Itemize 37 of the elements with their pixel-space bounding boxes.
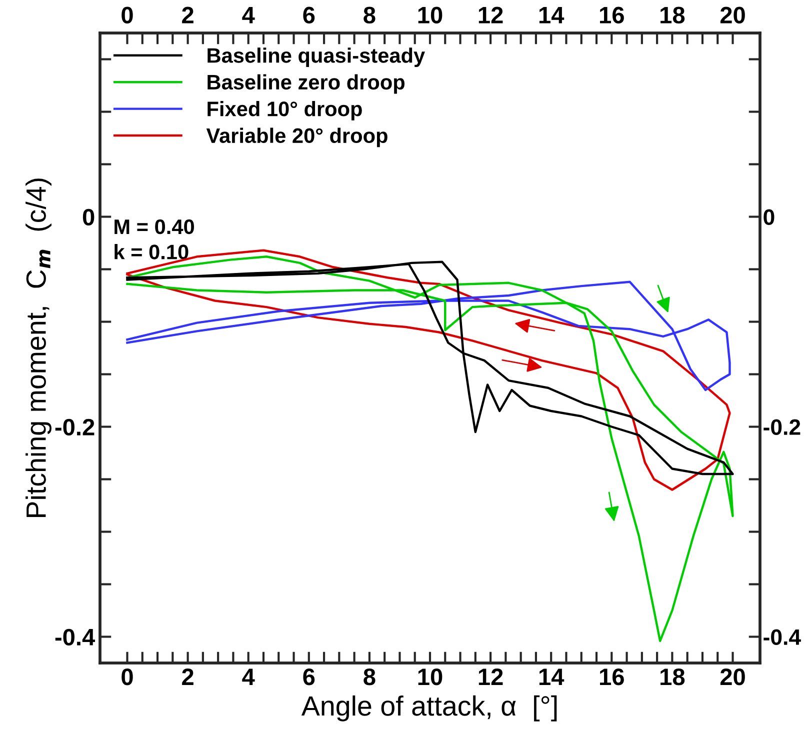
x-tick-label: 10	[418, 668, 442, 686]
y-axis-title: Pitching moment, C$_{m}$ (c/4)	[26, 178, 52, 517]
x-tick-label: 4	[242, 668, 255, 685]
annotation: M = 0.40	[114, 219, 194, 234]
x2-tick-label: 8	[364, 6, 376, 24]
x-tick-label: 20	[720, 668, 745, 686]
y-tick-label: -0.2	[55, 418, 94, 436]
x2-tick-label: 14	[539, 6, 564, 24]
y-tick-label: 0	[82, 208, 94, 226]
x2-tick-label: 20	[720, 6, 745, 24]
y2-tick-label: 0	[764, 209, 774, 226]
x2-tick-label: 10	[418, 6, 442, 24]
legend-label: Baseline zero droop	[208, 74, 405, 94]
x2-tick-label: 2	[182, 6, 194, 24]
x-tick-label: 8	[364, 668, 376, 686]
y-tick-label: -0.4	[55, 628, 96, 646]
annotation: k = 0.10	[114, 244, 188, 260]
x2-tick-label: 4	[242, 6, 255, 24]
legend-label: Fixed 10° droop	[208, 101, 362, 120]
line-series	[126, 280, 731, 392]
x2-tick-label: 12	[478, 6, 503, 24]
x-tick-label: 16	[600, 668, 624, 686]
x2-tick-label: 16	[600, 6, 624, 24]
x-axis-title: Angle of attack, α [°]	[301, 695, 557, 722]
x-tick-label: 6	[303, 668, 315, 686]
x-tick-label: 18	[660, 668, 685, 686]
x-tick-label: 2	[182, 668, 194, 685]
x2-tick-label: 6	[303, 6, 315, 24]
x2-tick-label: 0	[122, 6, 133, 24]
y2-tick-label: -0.4	[764, 629, 801, 646]
x-tick-label: 14	[539, 668, 564, 685]
x-tick-label: 0	[122, 668, 133, 686]
y2-tick-label: -0.2	[764, 419, 800, 436]
x-tick-label: 12	[478, 668, 503, 685]
x2-tick-label: 18	[660, 6, 685, 24]
legend-label: Baseline quasi-steady	[208, 48, 425, 68]
legend-label: Variable 20° droop	[206, 128, 388, 148]
